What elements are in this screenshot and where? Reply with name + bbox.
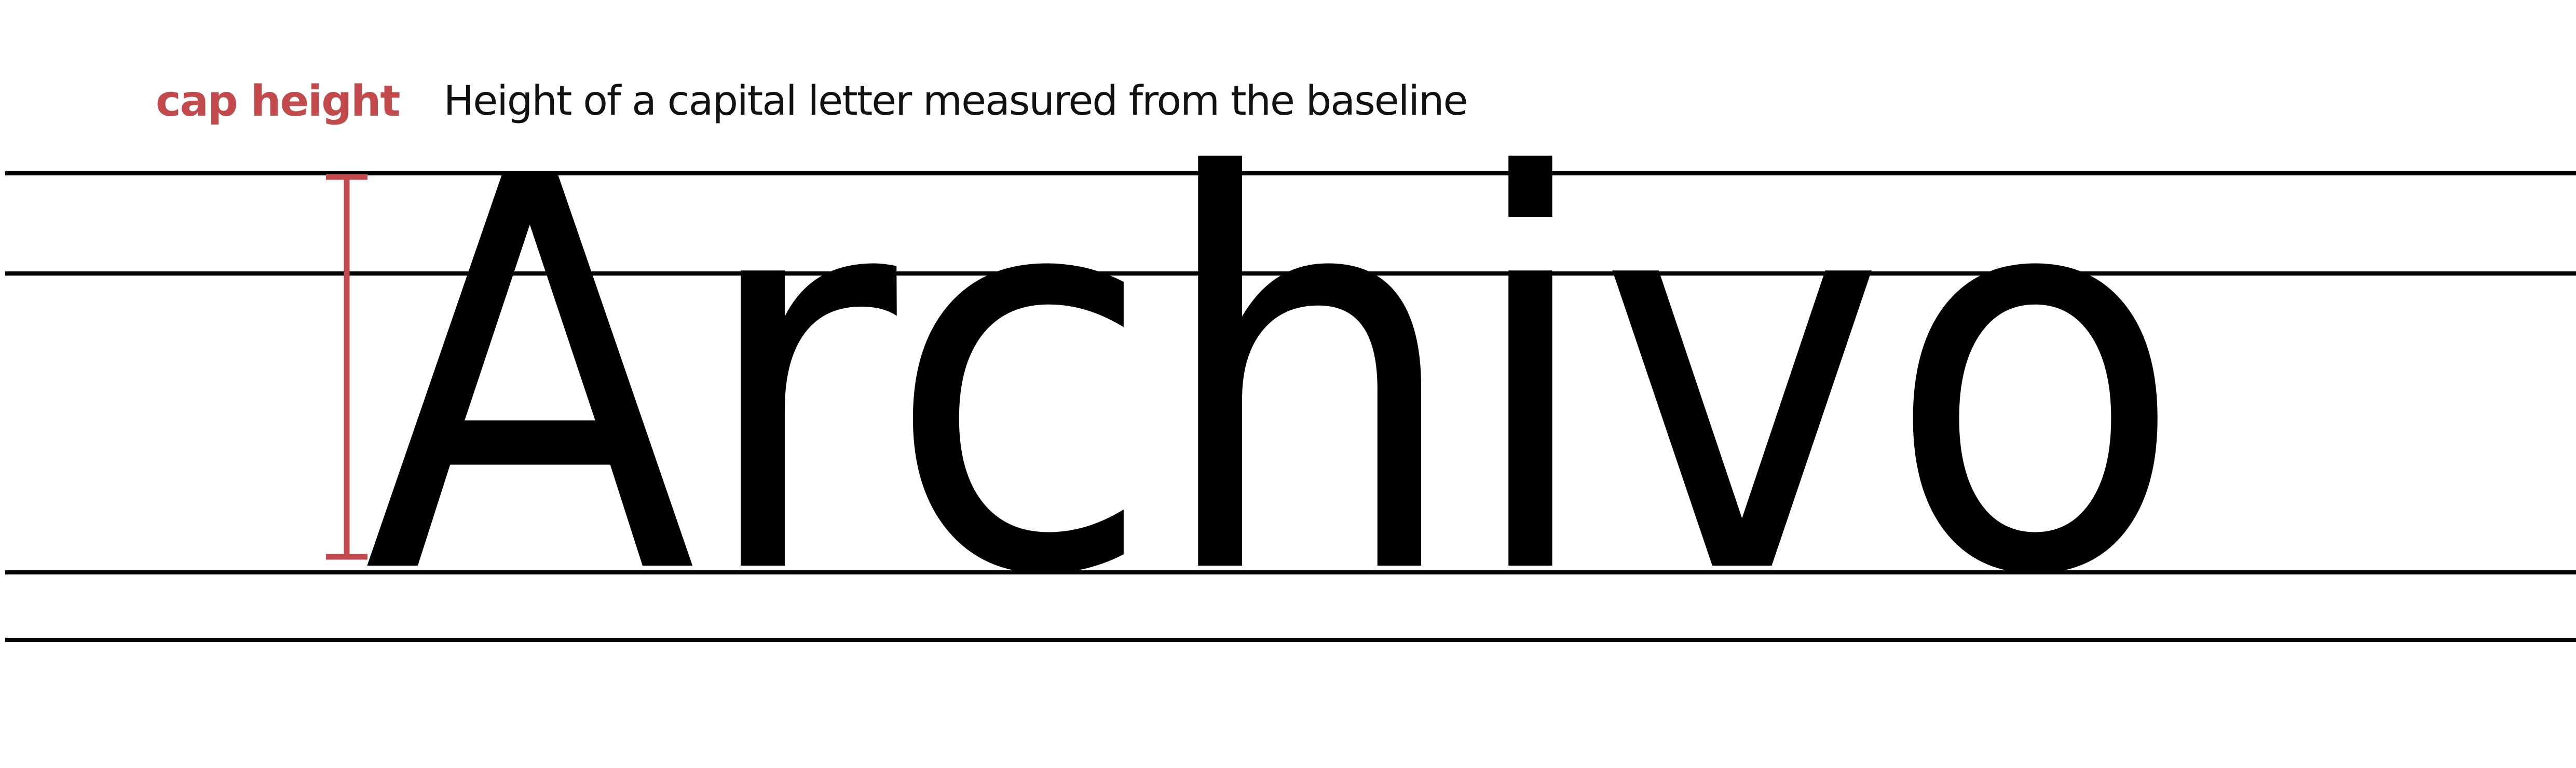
specimen-word: Archivo — [363, 65, 2184, 693]
i-beam-measure-icon — [326, 174, 367, 560]
term-label: cap height — [156, 76, 401, 126]
term-definition: Height of a capital letter measured from… — [443, 78, 1468, 125]
header: cap height Height of a capital letter me… — [156, 67, 1468, 135]
